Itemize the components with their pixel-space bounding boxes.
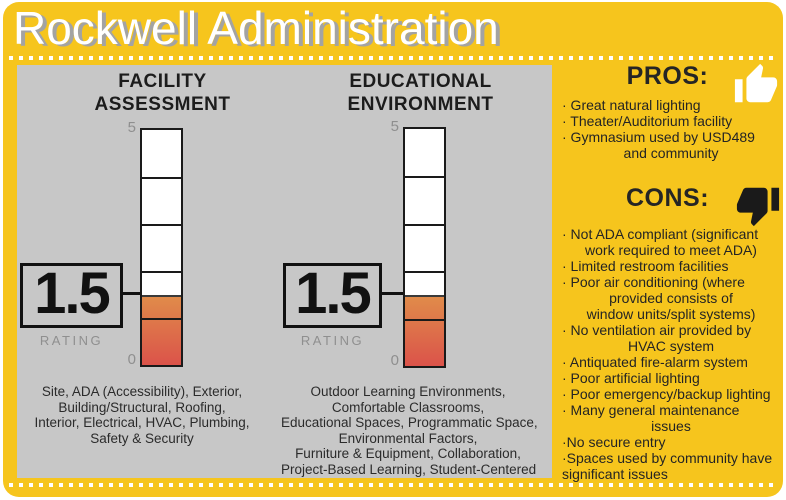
thumb-up-icon (733, 62, 779, 113)
gauge-segment-line (142, 224, 181, 226)
list-line: Furniture & Equipment, Collaboration, (295, 446, 521, 461)
list-line: · Great natural lighting (562, 97, 701, 113)
pros-heading: PROS: (626, 62, 709, 90)
list-line: · Poor emergency/backup lighting (562, 386, 771, 402)
list-line: work required to meet ADA) (585, 242, 757, 258)
cons-list: · Not ADA compliant (significant work req… (562, 226, 780, 482)
educational-rating-connector-line (381, 292, 403, 295)
facility-gauge-bar (140, 128, 183, 367)
gauge-segment-line (142, 318, 181, 320)
cons-heading: CONS: (625, 184, 710, 212)
facility-rating-connector-line (122, 292, 140, 295)
facility-assessment-heading: FACILITY ASSESSMENT (40, 70, 285, 116)
list-line: Outdoor Learning Environments, (310, 384, 506, 399)
educational-criteria-list: Outdoor Learning Environments, Comfortabl… (281, 384, 538, 477)
facility-criteria-list: Site, ADA (Accessibility), Exterior, Buil… (16, 384, 268, 446)
list-line: · Not ADA compliant (significant (562, 226, 759, 242)
heading-line: EDUCATIONAL (349, 71, 492, 92)
list-line: ·No secure entry (562, 434, 666, 450)
list-line: window units/split systems) (586, 306, 756, 322)
list-line: · Gymnasium used by USD489 (562, 129, 755, 145)
facility-scale-min-label: 0 (127, 351, 136, 368)
list-line: Site, ADA (Accessibility), Exterior, (41, 384, 243, 399)
educational-scale-max-label: 5 (390, 118, 399, 135)
list-line: HVAC system (627, 338, 715, 354)
facility-gauge-fill (142, 294, 181, 365)
facility-scale-max-label: 5 (127, 119, 136, 136)
list-line: issues (651, 418, 691, 434)
educational-rating-value: 1.5 (283, 263, 382, 328)
list-line: Project-Based Learning, Student-Centered (281, 461, 537, 477)
list-line: Environmental Factors, (338, 430, 478, 446)
gauge-segment-line (405, 223, 444, 226)
list-line: significant issues (562, 466, 668, 482)
list-line: Building/Structural, Roofing, (58, 399, 226, 415)
list-line: · Many general maintenance (562, 402, 740, 418)
page-title: Rockwell Administration (13, 2, 499, 54)
facility-rating-value: 1.5 (20, 263, 123, 328)
list-line: ·Spaces used by community have (562, 450, 773, 466)
list-line: Educational Spaces, Programmatic Space, (281, 415, 538, 430)
pros-list: · Great natural lighting · Theater/Audito… (562, 97, 780, 161)
heading-line: FACILITY (118, 71, 207, 92)
facility-rating-label: RATING (39, 333, 104, 348)
heading-line: ASSESSMENT (94, 94, 231, 115)
dotted-divider-top (9, 56, 774, 60)
gauge-segment-line (142, 271, 181, 273)
list-line: Safety & Security (90, 430, 194, 446)
educational-rating-label: RATING (300, 333, 365, 348)
list-line: · Antiquated fire-alarm system (562, 354, 748, 370)
gauge-segment-line (405, 271, 444, 274)
list-line: provided consists of (609, 290, 733, 306)
gauge-segment-line (405, 318, 444, 321)
list-line: · Theater/Auditorium facility (562, 113, 733, 129)
list-line: · Poor artificial lighting (562, 370, 700, 386)
thumb-down-icon (735, 182, 781, 233)
educational-scale-min-label: 0 (390, 352, 399, 369)
list-line: · No ventilation air provided by (562, 322, 752, 338)
educational-gauge-fill (405, 294, 444, 366)
gauge-segment-line (142, 177, 181, 179)
list-line: and community (623, 145, 719, 161)
heading-line: ENVIRONMENT (347, 94, 494, 115)
list-line: Interior, Electrical, HVAC, Plumbing, (34, 415, 250, 430)
list-line: · Limited restroom facilities (562, 258, 729, 274)
dotted-divider-bottom (9, 483, 774, 487)
gauge-segment-line (405, 176, 444, 179)
list-line: Comfortable Classrooms, (331, 399, 485, 415)
educational-environment-heading: EDUCATIONAL ENVIRONMENT (298, 70, 543, 116)
educational-gauge-bar (403, 127, 446, 368)
list-line: · Poor air conditioning (where (562, 274, 745, 290)
